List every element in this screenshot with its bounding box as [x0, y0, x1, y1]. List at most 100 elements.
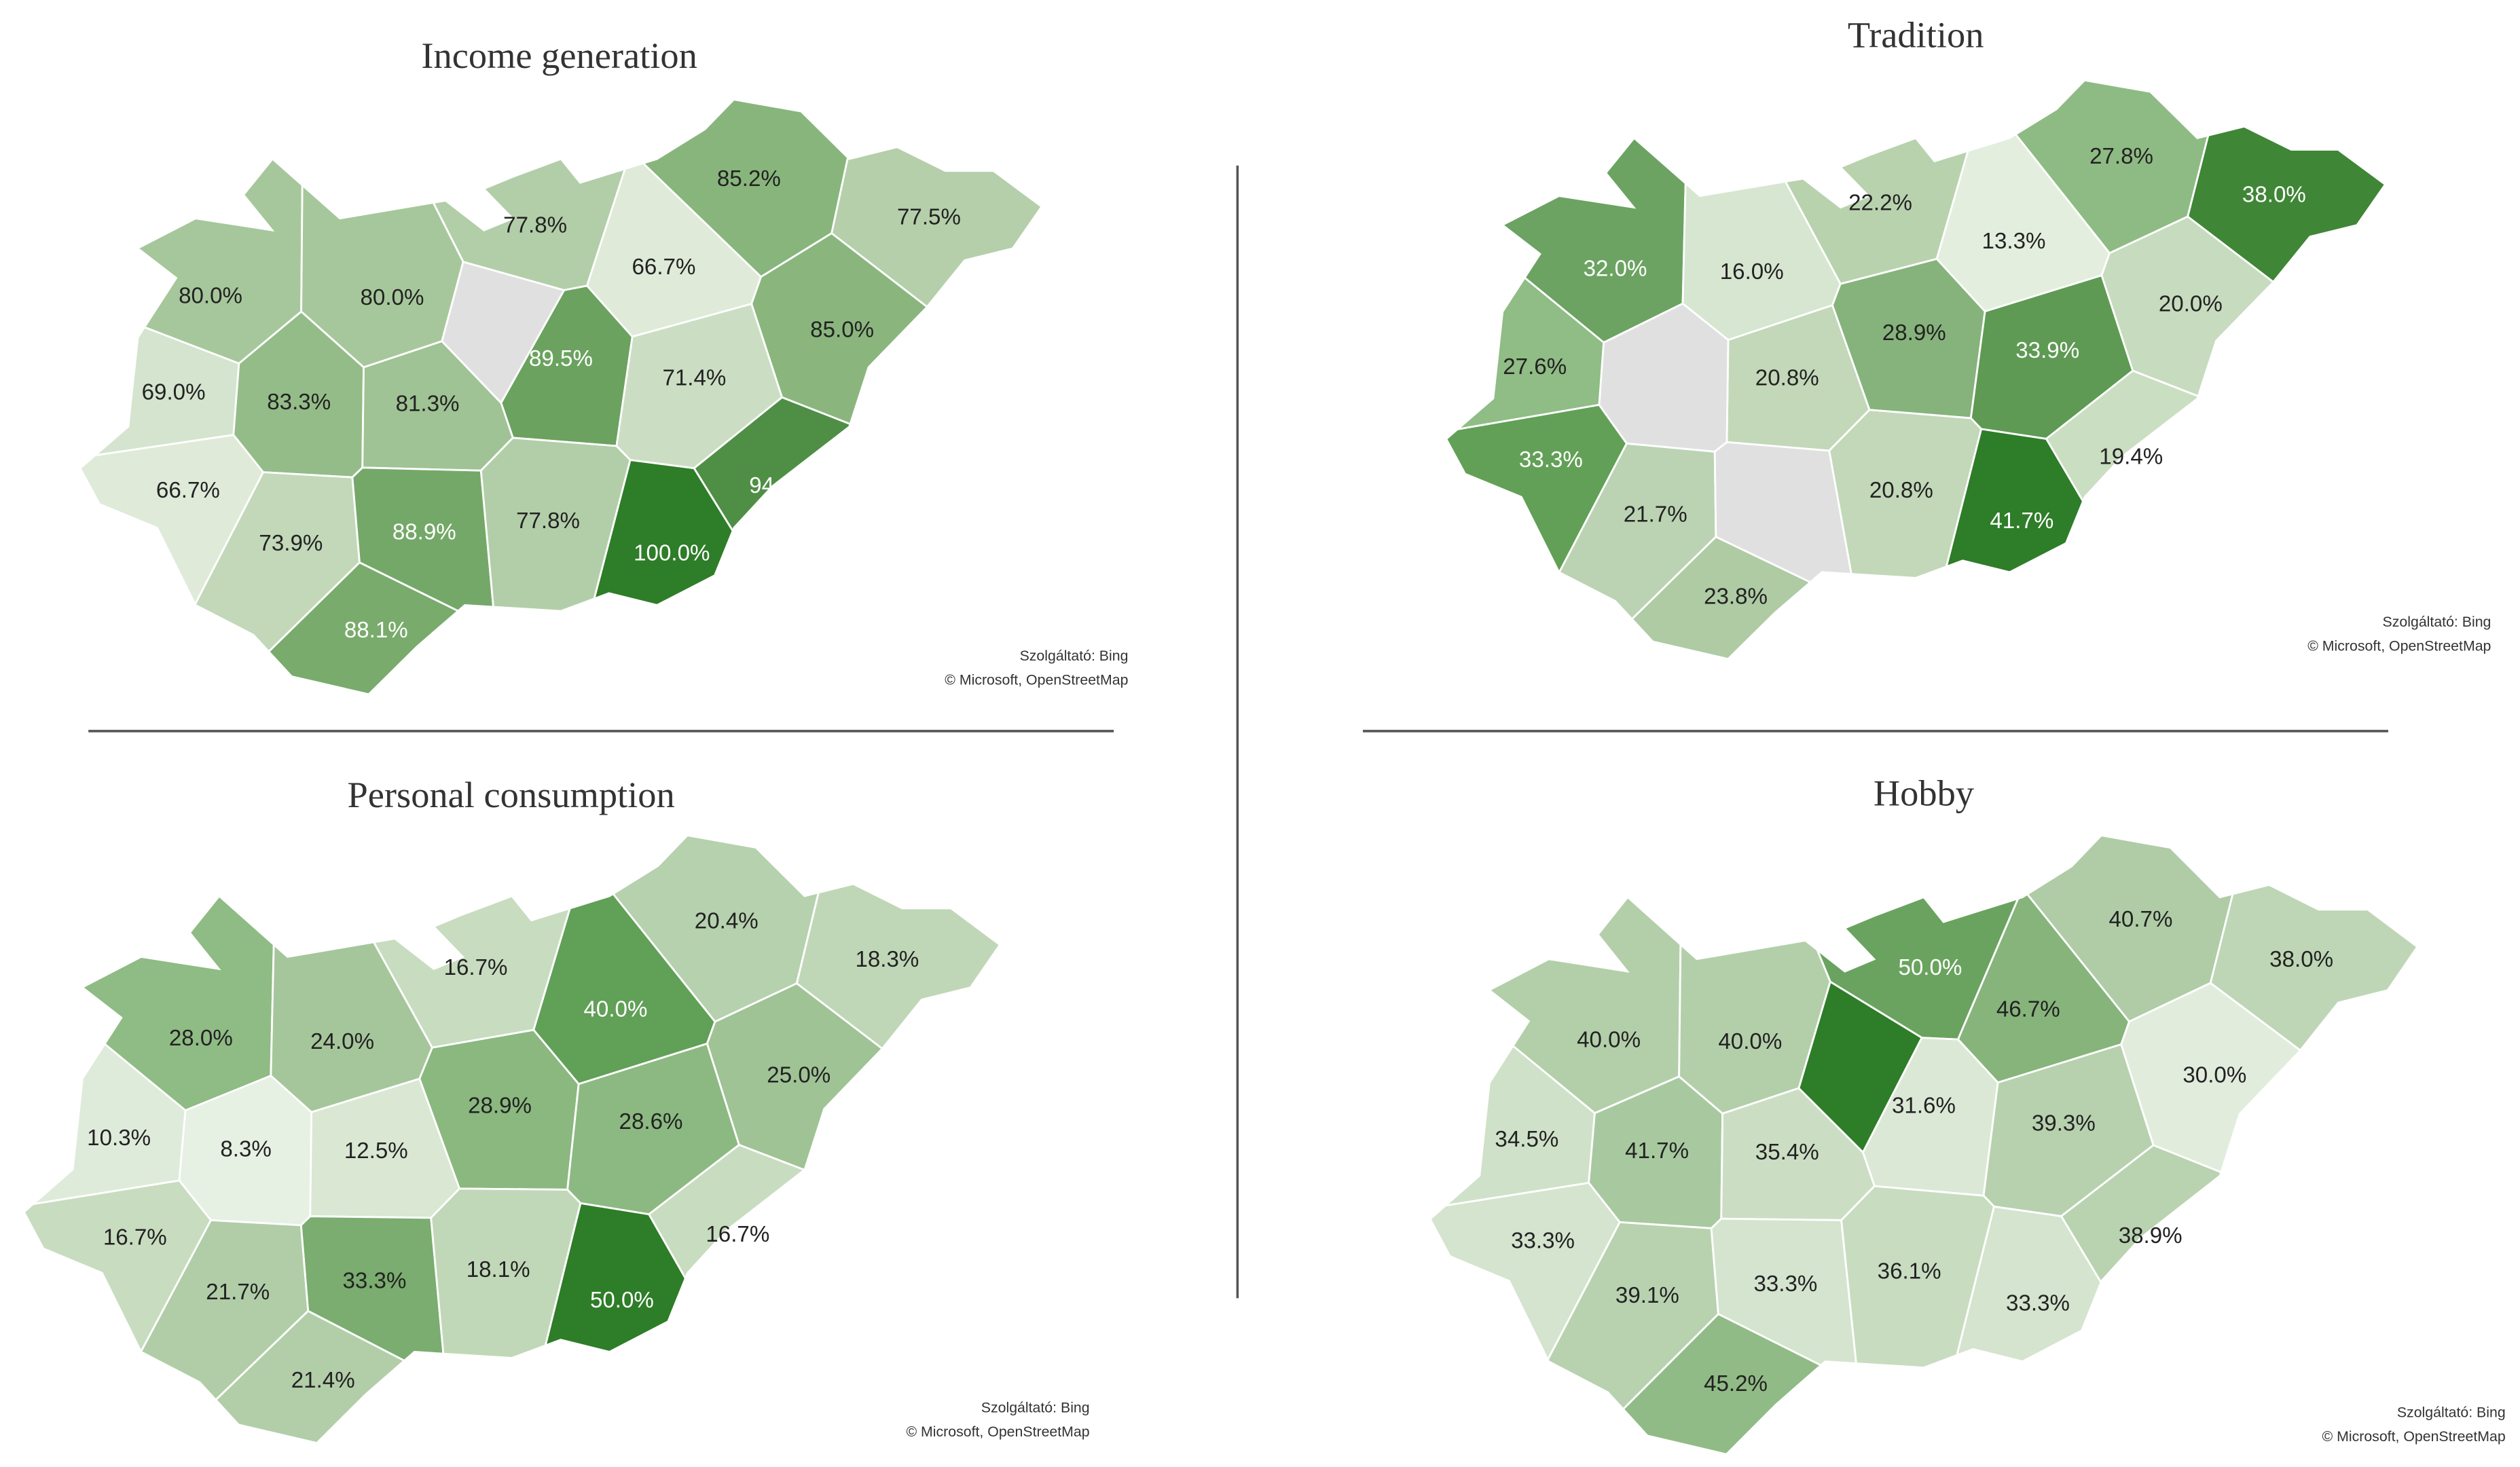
region-label: 41.7% [1990, 508, 2053, 534]
region [441, 260, 566, 405]
region [1598, 302, 1730, 453]
region-label: 80.0% [361, 285, 424, 310]
region [2045, 369, 2386, 659]
region-label: 16.7% [444, 955, 508, 980]
region-label: 85.0% [810, 317, 874, 342]
region-label: 66.7% [632, 255, 695, 280]
region-label: 24.0% [310, 1029, 374, 1054]
region [647, 1143, 1000, 1443]
region-label: 13.3% [1982, 229, 2046, 254]
region-label: 50.0% [590, 1288, 654, 1313]
region-label: 20.4% [695, 908, 759, 933]
region-label: 50.0% [1898, 955, 1962, 980]
country-outline [23, 834, 1001, 1444]
region-label: 81.3% [396, 391, 460, 416]
region-label: 39.1% [1615, 1283, 1679, 1308]
region [300, 99, 464, 369]
region-label: 20.0% [2159, 292, 2223, 317]
region-label: 25.0% [767, 1063, 830, 1088]
region-label: 20.8% [1869, 478, 1933, 503]
region-label: 39.3% [2032, 1111, 2096, 1136]
region-label: 28.9% [1882, 320, 1946, 346]
region-label: 19.4% [2099, 444, 2163, 469]
region-label: 21.4% [291, 1368, 355, 1393]
region-label: 45.2% [1704, 1371, 1768, 1396]
region-label: 21.7% [1624, 502, 1687, 527]
region-label: 22.2% [1848, 190, 1912, 215]
attribution: © Microsoft, OpenStreetMap [906, 1424, 1089, 1440]
region-label: 77.5% [897, 205, 961, 230]
region [1446, 80, 1690, 344]
region-label: 16.0% [1720, 259, 1784, 284]
region-label: 16.7% [706, 1222, 769, 1247]
region-label: 88.9% [392, 520, 456, 545]
region-label: 40.0% [1577, 1027, 1641, 1052]
region-label: 33.3% [2006, 1291, 2070, 1316]
country-outline [1445, 79, 2386, 660]
region-label: 27.8% [2089, 144, 2153, 169]
region-label: 8.3% [220, 1136, 272, 1162]
region-label: 40.7% [2108, 907, 2172, 932]
region-label: 77.8% [503, 213, 567, 238]
region-label: 38.9% [2119, 1223, 2183, 1248]
attribution: Szolgáltató: Bing [981, 1399, 1090, 1415]
region-label: 34.5% [1495, 1127, 1558, 1152]
region-label: 77.8% [516, 508, 580, 534]
region-label: 33.3% [342, 1268, 406, 1293]
region-label: 32.0% [1584, 256, 1647, 281]
region-label: 30.0% [2183, 1063, 2246, 1088]
region [1430, 835, 1683, 1115]
region-label: 16.7% [103, 1225, 167, 1250]
region-label: 18.1% [467, 1257, 530, 1282]
region-label: 83.3% [267, 390, 331, 415]
region-label: 12.5% [344, 1138, 408, 1164]
map-title: Hobby [1874, 772, 1974, 813]
region-label: 88.1% [344, 618, 408, 643]
region-label: 33.9% [2015, 338, 2079, 363]
region-label: 85.2% [717, 166, 781, 191]
region-label: 80.0% [179, 284, 242, 309]
region-label: 23.8% [1704, 584, 1768, 609]
country-outline [79, 98, 1043, 695]
region-label: 69.0% [142, 380, 206, 405]
region-label: 35.4% [1755, 1140, 1819, 1165]
region-label: 38.0% [2269, 947, 2333, 972]
region-label: 31.6% [1892, 1094, 1956, 1119]
region-label: 10.3% [87, 1126, 151, 1151]
country-outline [1429, 834, 2419, 1455]
region-label: 21.7% [206, 1280, 270, 1305]
attribution: Szolgáltató: Bing [2397, 1405, 2506, 1421]
region [1797, 980, 1923, 1154]
region-label: 20.8% [1755, 365, 1819, 390]
region-label: 38.0% [2242, 183, 2306, 208]
region-label: 33.3% [1511, 1228, 1575, 1253]
region-label: 100.0% [634, 540, 710, 565]
attribution: © Microsoft, OpenStreetMap [2322, 1428, 2506, 1445]
region-label: 46.7% [1996, 997, 2060, 1022]
map-title: Income generation [421, 35, 697, 76]
attribution: © Microsoft, OpenStreetMap [945, 671, 1128, 688]
attribution: Szolgáltató: Bing [1020, 648, 1129, 664]
region-label: 28.0% [169, 1026, 233, 1051]
region [24, 835, 278, 1112]
map-title: Tradition [1848, 14, 1984, 55]
region-label: 33.3% [1519, 447, 1583, 472]
region-label: 71.4% [662, 365, 726, 390]
attribution: Szolgáltató: Bing [2383, 614, 2491, 630]
region-label: 18.3% [855, 947, 919, 972]
region-label: 28.6% [619, 1109, 683, 1134]
region [693, 396, 1042, 694]
region-label: 36.1% [1878, 1259, 1941, 1284]
region-label: 94.4% [749, 473, 813, 498]
region-label: 66.7% [156, 478, 220, 503]
region [2060, 1144, 2417, 1454]
region-label: 27.6% [1503, 354, 1567, 379]
region-label: 41.7% [1625, 1138, 1689, 1164]
map-title: Personal consumption [348, 774, 675, 815]
region [80, 99, 304, 365]
region-label: 40.0% [583, 997, 647, 1022]
region-label: 89.5% [529, 346, 593, 371]
region-label: 73.9% [259, 531, 323, 556]
